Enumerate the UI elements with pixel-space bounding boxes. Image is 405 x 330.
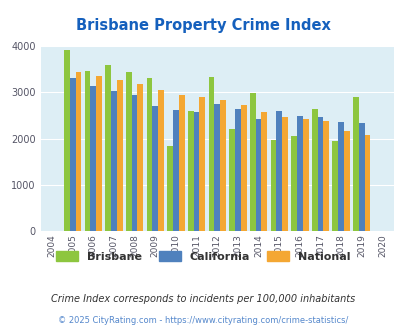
Bar bbox=[343, 131, 349, 231]
Bar bbox=[229, 129, 234, 231]
Bar bbox=[323, 120, 328, 231]
Bar bbox=[302, 119, 308, 231]
Bar bbox=[188, 111, 193, 231]
Bar bbox=[281, 117, 287, 231]
Bar bbox=[84, 71, 90, 231]
Bar bbox=[255, 119, 261, 231]
Bar bbox=[158, 90, 164, 231]
Bar bbox=[364, 135, 370, 231]
Bar bbox=[126, 72, 131, 231]
Bar bbox=[96, 76, 102, 231]
Bar bbox=[220, 100, 225, 231]
Bar bbox=[240, 105, 246, 231]
Bar bbox=[276, 111, 281, 231]
Bar bbox=[137, 83, 143, 231]
Bar bbox=[337, 122, 343, 231]
Bar bbox=[270, 140, 276, 231]
Bar bbox=[193, 112, 199, 231]
Bar bbox=[296, 116, 302, 231]
Bar bbox=[214, 104, 220, 231]
Legend: Brisbane, California, National: Brisbane, California, National bbox=[51, 247, 354, 267]
Bar bbox=[167, 146, 173, 231]
Bar bbox=[332, 141, 337, 231]
Bar bbox=[199, 97, 205, 231]
Bar bbox=[70, 78, 75, 231]
Bar bbox=[352, 97, 358, 231]
Bar bbox=[208, 77, 214, 231]
Bar bbox=[64, 50, 70, 231]
Bar bbox=[173, 111, 178, 231]
Bar bbox=[152, 106, 158, 231]
Bar bbox=[90, 86, 96, 231]
Bar bbox=[249, 93, 255, 231]
Bar bbox=[290, 136, 296, 231]
Text: Crime Index corresponds to incidents per 100,000 inhabitants: Crime Index corresponds to incidents per… bbox=[51, 294, 354, 304]
Bar bbox=[261, 112, 266, 231]
Bar bbox=[358, 123, 364, 231]
Bar bbox=[105, 65, 111, 231]
Text: Brisbane Property Crime Index: Brisbane Property Crime Index bbox=[75, 18, 330, 33]
Bar bbox=[317, 117, 323, 231]
Bar bbox=[75, 72, 81, 231]
Text: © 2025 CityRating.com - https://www.cityrating.com/crime-statistics/: © 2025 CityRating.com - https://www.city… bbox=[58, 316, 347, 325]
Bar bbox=[146, 78, 152, 231]
Bar bbox=[117, 81, 122, 231]
Bar bbox=[131, 95, 137, 231]
Bar bbox=[311, 109, 317, 231]
Bar bbox=[178, 95, 184, 231]
Bar bbox=[234, 109, 240, 231]
Bar bbox=[111, 91, 117, 231]
